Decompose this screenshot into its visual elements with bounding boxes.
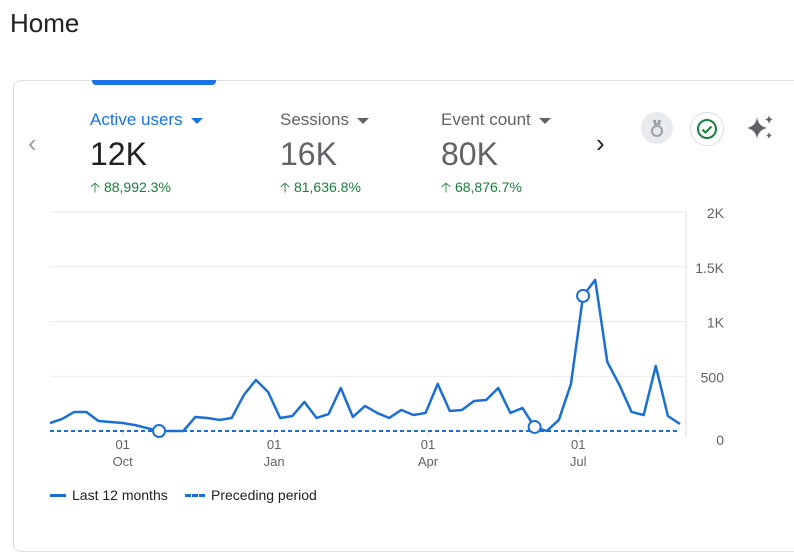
chevron-left-icon[interactable]: ‹ [28, 128, 37, 158]
x-tick-day: 01 [267, 437, 281, 452]
x-tick-month: Oct [113, 454, 134, 469]
legend-item-preceding[interactable]: Preceding period [185, 487, 317, 503]
metric-value: 12K [90, 136, 147, 172]
arrow-up-icon: 🡡 [441, 179, 452, 195]
x-tick-month: Jul [570, 454, 587, 469]
arrow-up-icon: 🡡 [90, 179, 101, 195]
metric-sessions[interactable]: Sessions 16K 🡡 81,636.8% [280, 110, 369, 201]
metric-label: Sessions [280, 110, 349, 129]
selected-tab-indicator [92, 80, 216, 85]
metric-change: 81,636.8% [293, 179, 361, 195]
line-chart: 0 500 1K 1.5K 2K 01 Oct 01 Jan 01 Apr 01 Jul [49, 205, 725, 469]
y-tick-label: 2K [707, 205, 725, 221]
metric-change: 88,992.3% [103, 179, 171, 195]
y-tick-label: 1K [707, 315, 725, 331]
x-tick-day: 01 [115, 437, 129, 452]
annotation-marker [527, 419, 542, 434]
check-circle-icon[interactable] [690, 112, 724, 146]
x-tick-month: Apr [418, 454, 439, 469]
metric-change: 68,876.7% [454, 179, 522, 195]
legend-item-current[interactable]: Last 12 months [50, 487, 168, 503]
metric-label: Event count [441, 110, 531, 129]
caret-down-icon[interactable] [538, 117, 551, 124]
metric-label: Active users [90, 110, 183, 129]
overview-card [13, 80, 794, 552]
metric-active-users[interactable]: Active users 12K 🡡 88,992.3% [90, 110, 203, 201]
medal-icon[interactable] [641, 112, 673, 144]
arrow-up-icon: 🡡 [280, 179, 291, 195]
legend-label: Last 12 months [72, 487, 168, 503]
legend-solid-line-icon [50, 493, 66, 497]
y-tick-label: 0 [716, 432, 724, 448]
annotation-marker [576, 288, 591, 303]
metric-value: 16K [280, 136, 337, 172]
legend-dashed-line-icon [185, 493, 205, 497]
series-last-12-months [49, 278, 681, 433]
caret-down-icon[interactable] [356, 117, 369, 124]
page-title: Home [10, 8, 80, 38]
sparkle-icon[interactable] [744, 112, 776, 144]
x-tick-day: 01 [571, 437, 585, 452]
caret-down-icon[interactable] [190, 117, 203, 124]
x-tick-month: Jan [264, 454, 285, 469]
x-tick-day: 01 [421, 437, 435, 452]
annotation-marker [152, 424, 167, 438]
metric-value: 80K [441, 136, 498, 172]
y-tick-label: 500 [701, 369, 725, 385]
y-tick-label: 1.5K [695, 260, 724, 276]
legend-label: Preceding period [211, 487, 317, 503]
metric-event-count[interactable]: Event count 80K 🡡 68,876.7% [441, 110, 551, 201]
chevron-right-icon[interactable]: › [596, 128, 605, 158]
